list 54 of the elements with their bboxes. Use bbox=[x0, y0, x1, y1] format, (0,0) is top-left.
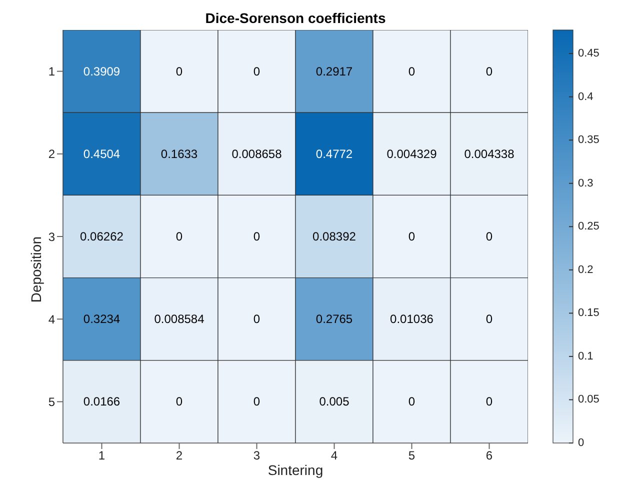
y-tick-label: 5 bbox=[48, 394, 56, 409]
data-label: 0.1633 bbox=[160, 146, 198, 161]
x-tick-label: 5 bbox=[408, 448, 416, 463]
x-tick-label: 1 bbox=[98, 448, 106, 463]
data-label: 0.005 bbox=[319, 394, 350, 409]
color-bar-label: 0.2 bbox=[578, 264, 594, 276]
color-bar-label: 0.45 bbox=[578, 48, 600, 60]
data-label: 0.004329 bbox=[386, 146, 438, 161]
data-label: 0 bbox=[176, 394, 183, 409]
data-label: 0.4772 bbox=[316, 146, 353, 161]
color-bar-label: 0.35 bbox=[578, 134, 600, 146]
data-label: 0.004338 bbox=[464, 146, 515, 161]
data-label: 0.008658 bbox=[232, 146, 282, 161]
y-tick-label: 4 bbox=[48, 312, 56, 326]
x-tick-label: 6 bbox=[486, 448, 493, 463]
data-label: 0.3909 bbox=[83, 64, 120, 78]
x-tick-label: 3 bbox=[253, 448, 260, 463]
data-label: 0 bbox=[176, 230, 183, 244]
y-tick-label: 3 bbox=[48, 230, 56, 244]
chart-title: Dice-Sorenson coefficients bbox=[204, 10, 387, 26]
data-label: 0.4504 bbox=[83, 146, 120, 161]
data-label: 0 bbox=[408, 394, 416, 409]
color-bar-label: 0 bbox=[578, 437, 584, 449]
data-label: 0.008584 bbox=[154, 312, 205, 326]
data-label: 0 bbox=[486, 394, 493, 409]
data-label: 0.0166 bbox=[83, 394, 120, 409]
data-label: 0 bbox=[486, 230, 493, 244]
data-label: 0 bbox=[253, 394, 260, 409]
x-tick-label: 2 bbox=[176, 448, 183, 463]
data-label: 0.01036 bbox=[390, 312, 434, 326]
y-tick-label: 2 bbox=[48, 147, 56, 162]
color-bar-label: 0.25 bbox=[578, 220, 600, 233]
data-label: 0 bbox=[253, 312, 260, 326]
y-tick-label: 1 bbox=[48, 64, 56, 79]
data-label: 0 bbox=[253, 64, 260, 78]
color-bar-label: 0.1 bbox=[578, 350, 594, 362]
data-label: 0 bbox=[408, 64, 416, 78]
data-label: 0.2765 bbox=[316, 312, 353, 326]
color-bar-label: 0.3 bbox=[578, 177, 594, 190]
color-bar-label: 0.15 bbox=[578, 307, 600, 320]
data-label: 0 bbox=[176, 64, 183, 78]
data-label: 0 bbox=[486, 312, 493, 326]
color-bar-label: 0.4 bbox=[578, 90, 594, 103]
color-bar-label: 0.05 bbox=[578, 394, 600, 406]
data-label: 0.2917 bbox=[316, 64, 353, 78]
y-axis-title: Deposition bbox=[28, 236, 44, 303]
data-label: 0 bbox=[408, 230, 416, 244]
data-label: 0 bbox=[253, 230, 260, 244]
data-label: 0.06262 bbox=[80, 230, 124, 244]
data-label: 0.3234 bbox=[83, 312, 120, 326]
data-label: 0 bbox=[486, 64, 493, 78]
x-axis-title: Sintering bbox=[268, 462, 324, 478]
x-tick-label: 4 bbox=[330, 448, 338, 463]
data-label: 0.08392 bbox=[312, 230, 356, 244]
